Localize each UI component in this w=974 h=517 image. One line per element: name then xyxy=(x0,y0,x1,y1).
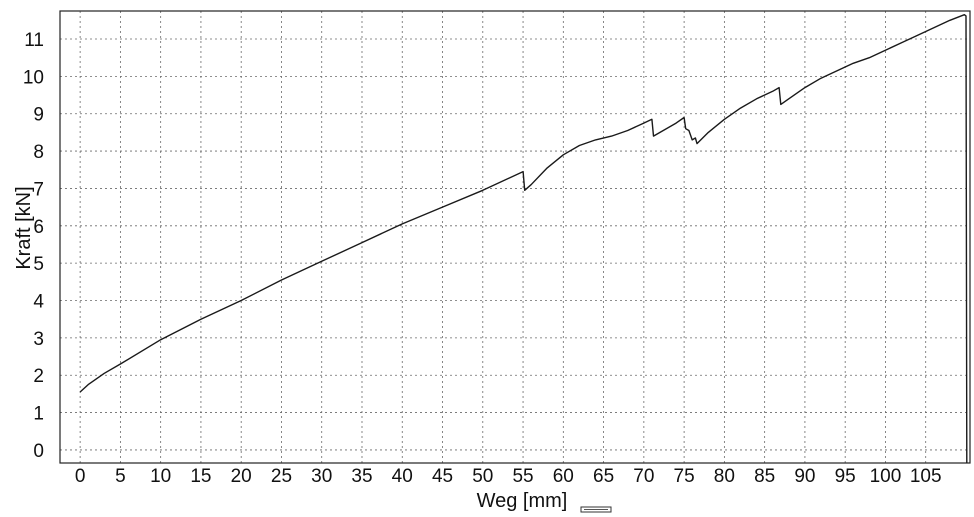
y-tick-label: 3 xyxy=(33,329,44,350)
x-tick-label: 25 xyxy=(271,466,292,487)
x-axis-ticks: 0 5 10 15 20 25 30 35 40 45 50 55 60 65 70 75 80 85 90 95 10… xyxy=(75,466,942,487)
x-tick-label: 80 xyxy=(714,466,735,487)
x-tick-label: 5 xyxy=(115,466,126,487)
x-tick-label: 35 xyxy=(351,466,372,487)
y-tick-label: 9 xyxy=(33,105,44,126)
x-tick-label: 95 xyxy=(835,466,856,487)
x-tick-label: 65 xyxy=(593,466,614,487)
x-tick-label: 45 xyxy=(432,466,453,487)
axis-logo-mark xyxy=(580,506,612,513)
y-tick-label: 6 xyxy=(33,217,44,238)
x-tick-label: 90 xyxy=(794,466,815,487)
x-tick-label: 100 xyxy=(870,466,902,487)
x-tick-label: 10 xyxy=(150,466,171,487)
x-tick-label: 20 xyxy=(231,466,252,487)
x-tick-label: 0 xyxy=(75,466,86,487)
series-layer xyxy=(79,13,968,464)
x-tick-label: 55 xyxy=(512,466,533,487)
y-tick-label: 1 xyxy=(33,404,44,425)
x-tick-label: 60 xyxy=(553,466,574,487)
x-tick-label: 50 xyxy=(472,466,493,487)
y-tick-label: 4 xyxy=(33,292,44,313)
y-tick-label: 10 xyxy=(23,67,44,88)
y-tick-label: 11 xyxy=(24,30,44,51)
y-tick-label: 7 xyxy=(33,179,44,200)
y-axis-ticks: 0 1 2 3 4 5 6 7 8 9 10 11 xyxy=(23,30,45,462)
y-tick-label: 8 xyxy=(33,142,44,163)
y-tick-label: 2 xyxy=(33,366,44,387)
x-tick-label: 75 xyxy=(674,466,695,487)
x-tick-label: 105 xyxy=(910,466,942,487)
x-tick-label: 15 xyxy=(190,466,211,487)
grid-layer xyxy=(60,11,970,463)
y-tick-label: 5 xyxy=(33,254,44,275)
y-tick-label: 0 xyxy=(33,441,44,462)
x-tick-label: 85 xyxy=(754,466,775,487)
y-axis-label: Kraft [kN] xyxy=(13,186,35,269)
series-line xyxy=(79,13,968,464)
x-tick-label: 30 xyxy=(311,466,332,487)
x-axis-label: Weg [mm] xyxy=(477,490,568,512)
x-tick-label: 40 xyxy=(392,466,413,487)
plot-frame xyxy=(59,10,971,464)
x-tick-label: 70 xyxy=(633,466,654,487)
